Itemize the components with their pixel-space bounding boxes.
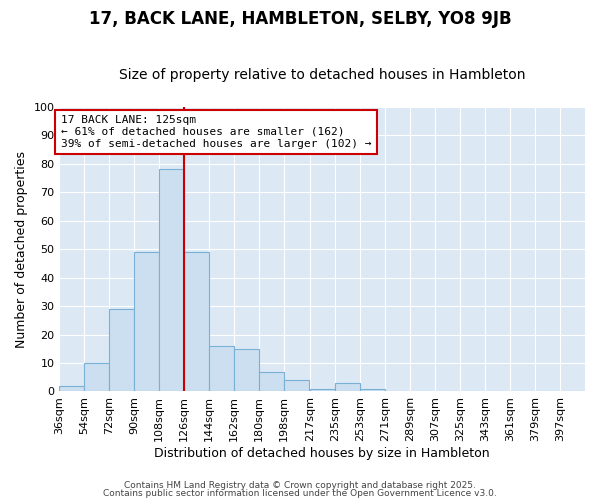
Bar xyxy=(209,346,234,392)
Bar xyxy=(184,252,209,392)
Text: 17, BACK LANE, HAMBLETON, SELBY, YO8 9JB: 17, BACK LANE, HAMBLETON, SELBY, YO8 9JB xyxy=(89,10,511,28)
Title: Size of property relative to detached houses in Hambleton: Size of property relative to detached ho… xyxy=(119,68,526,82)
Bar xyxy=(159,170,184,392)
Bar xyxy=(109,309,134,392)
Bar xyxy=(361,388,385,392)
Bar xyxy=(335,383,361,392)
Bar xyxy=(85,363,109,392)
Bar xyxy=(59,386,85,392)
Bar xyxy=(284,380,309,392)
Bar xyxy=(234,349,259,392)
X-axis label: Distribution of detached houses by size in Hambleton: Distribution of detached houses by size … xyxy=(154,447,490,460)
Bar xyxy=(259,372,284,392)
Bar xyxy=(134,252,159,392)
Text: Contains public sector information licensed under the Open Government Licence v3: Contains public sector information licen… xyxy=(103,488,497,498)
Text: Contains HM Land Registry data © Crown copyright and database right 2025.: Contains HM Land Registry data © Crown c… xyxy=(124,481,476,490)
Y-axis label: Number of detached properties: Number of detached properties xyxy=(15,150,28,348)
Text: 17 BACK LANE: 125sqm
← 61% of detached houses are smaller (162)
39% of semi-deta: 17 BACK LANE: 125sqm ← 61% of detached h… xyxy=(61,116,371,148)
Bar xyxy=(310,388,335,392)
